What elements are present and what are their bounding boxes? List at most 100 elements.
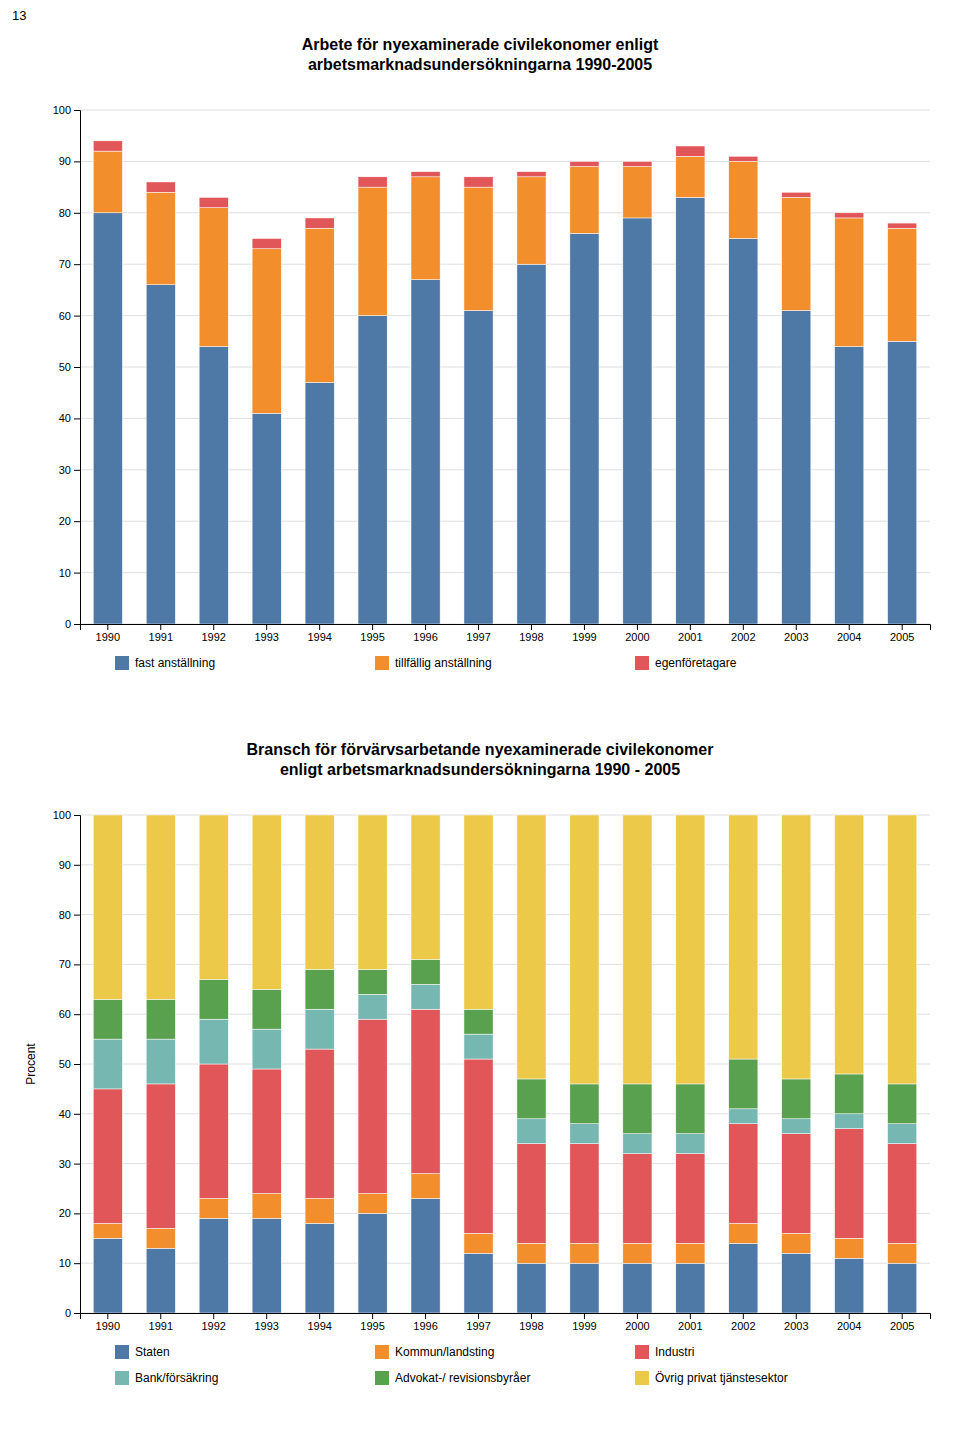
page: 13Arbete för nyexaminerade civilekonomer…: [0, 0, 960, 1436]
x-tick-mark: [531, 1313, 532, 1319]
bar: [570, 233, 599, 624]
x-tick: 2005: [890, 624, 914, 643]
x-tick: 1999: [572, 1313, 596, 1332]
bar: [146, 815, 175, 999]
x-tick-label: 1995: [360, 631, 384, 643]
y-tick: 70: [59, 958, 80, 970]
x-tick-label: 2002: [731, 1320, 755, 1332]
bar: [888, 228, 917, 341]
bar: [252, 1193, 281, 1218]
x-tick: 1993: [254, 1313, 278, 1332]
y-tick-mark: [74, 815, 80, 816]
bar: [888, 1243, 917, 1263]
y-tick-mark: [74, 470, 80, 471]
bar: [570, 1263, 599, 1313]
x-tick-label: 2005: [890, 631, 914, 643]
legend-item: Bank/försäkring: [115, 1371, 218, 1385]
legend-item: egenföretagare: [635, 656, 737, 670]
x-tick-mark: [743, 1313, 744, 1319]
bar: [835, 213, 864, 218]
bar: [358, 1213, 387, 1313]
bar: [252, 815, 281, 989]
bar: [517, 815, 546, 1079]
bar: [517, 1263, 546, 1313]
bar: [570, 1243, 599, 1263]
bar: [358, 1019, 387, 1193]
x-tick-mark: [637, 1313, 638, 1319]
grid-line: [80, 110, 930, 111]
bar: [252, 413, 281, 624]
legend-item: fast anställning: [115, 656, 215, 670]
bar: [782, 310, 811, 624]
x-tick-label: 1998: [519, 1320, 543, 1332]
bar: [464, 187, 493, 310]
x-tick: 1997: [466, 624, 490, 643]
x-tick-mark: [160, 624, 161, 630]
y-tick-label: 10: [59, 1257, 71, 1269]
y-tick-mark: [74, 418, 80, 419]
legend-item: Staten: [115, 1345, 170, 1359]
x-tick-label: 1997: [466, 1320, 490, 1332]
bar: [305, 969, 334, 1009]
bar: [305, 1049, 334, 1198]
bar-series: [93, 141, 917, 249]
x-tick: 1992: [201, 1313, 225, 1332]
bar: [464, 177, 493, 187]
y-tick-label: 100: [53, 104, 71, 116]
bar: [888, 1084, 917, 1124]
y-tick-mark: [74, 110, 80, 111]
x-tick-mark: [902, 624, 903, 630]
bar: [782, 1119, 811, 1134]
legend-label: Kommun/landsting: [395, 1345, 494, 1359]
y-tick: 90: [59, 859, 80, 871]
x-tick: 1999: [572, 624, 596, 643]
x-tick-label: 1999: [572, 631, 596, 643]
bar: [464, 815, 493, 1009]
bar: [93, 1223, 122, 1238]
y-axis: 0102030405060708090100: [53, 809, 81, 1319]
bar: [676, 1154, 705, 1244]
x-tick-mark: [743, 624, 744, 630]
bar: [570, 1124, 599, 1144]
bar: [464, 1059, 493, 1233]
bar: [729, 156, 758, 161]
bar: [411, 984, 440, 1009]
bar: [623, 1134, 652, 1154]
y-tick-label: 20: [59, 515, 71, 527]
y-tick-mark: [74, 1263, 80, 1264]
bar: [146, 1228, 175, 1248]
bar: [305, 382, 334, 624]
bar: [305, 815, 334, 969]
y-tick: 100: [53, 809, 80, 821]
bar: [199, 1198, 228, 1218]
bar: [199, 1064, 228, 1198]
y-axis: 0102030405060708090100: [53, 104, 81, 630]
bar: [517, 1243, 546, 1263]
bar: [464, 310, 493, 624]
x-tick: 1993: [254, 624, 278, 643]
y-tick-label: 30: [59, 1158, 71, 1170]
bar: [305, 228, 334, 382]
x-tick-mark: [266, 624, 267, 630]
x-tick-label: 2000: [625, 631, 649, 643]
bar: [411, 280, 440, 624]
x-tick-mark: [796, 1313, 797, 1319]
x-tick-mark: [107, 1313, 108, 1319]
axis-line: [74, 111, 81, 625]
bar: [835, 1074, 864, 1114]
x-tick-label: 1991: [149, 631, 173, 643]
x-tick-mark: [637, 624, 638, 630]
legend-label: fast anställning: [135, 656, 215, 670]
x-tick: 1998: [519, 624, 543, 643]
y-tick-mark: [74, 213, 80, 214]
y-tick-label: 80: [59, 207, 71, 219]
legend-label: Övrig privat tjänstesektor: [655, 1371, 788, 1385]
bar: [146, 1084, 175, 1228]
y-tick: 30: [59, 1158, 80, 1170]
bar: [676, 146, 705, 156]
bar: [517, 264, 546, 624]
y-tick: 20: [59, 515, 80, 527]
x-tick-label: 2005: [890, 1320, 914, 1332]
legend-swatch: [375, 1345, 389, 1359]
bar: [305, 1009, 334, 1049]
